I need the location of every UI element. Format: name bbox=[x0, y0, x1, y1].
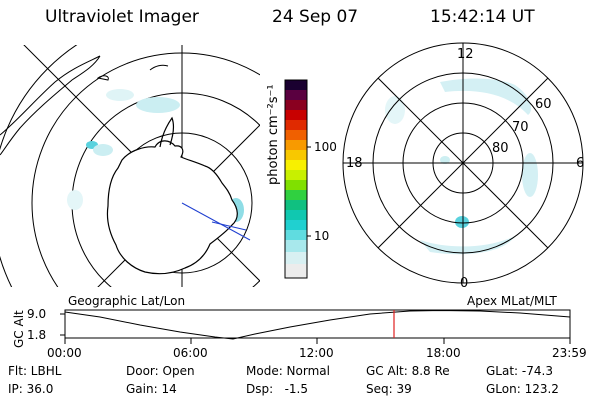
strip-xtick-2359: 23:59 bbox=[552, 346, 587, 360]
strip-xtick-0000: 00:00 bbox=[47, 346, 82, 360]
strip-right-title: Apex MLat/MLT bbox=[467, 294, 557, 308]
gain-info: Gain: 14 bbox=[126, 382, 177, 396]
strip-xtick-0600: 06:00 bbox=[173, 346, 208, 360]
lat-label-60: 60 bbox=[535, 97, 552, 112]
colorbar-unit-label: photon cm⁻²s⁻¹ bbox=[266, 84, 281, 185]
strip-left-title: Geographic Lat/Lon bbox=[68, 294, 186, 308]
time-label: 15:42:14 UT bbox=[430, 7, 535, 27]
mlt-label-12: 12 bbox=[457, 47, 474, 62]
auroral-emission bbox=[67, 89, 244, 222]
glat-info: GLat: -74.3 bbox=[486, 364, 553, 378]
glon-info: GLon: 123.2 bbox=[486, 382, 559, 396]
line-of-sight bbox=[181, 202, 251, 241]
altitude-curve bbox=[64, 309, 571, 340]
lat-label-70: 70 bbox=[512, 120, 529, 135]
colorbar bbox=[284, 79, 311, 279]
strip-axis-label: GC Alt bbox=[12, 310, 26, 348]
mlt-label-18: 18 bbox=[346, 156, 363, 171]
auroral-oval bbox=[385, 78, 538, 255]
strip-xtick-1800: 18:00 bbox=[426, 346, 461, 360]
ip-info: IP: 36.0 bbox=[8, 382, 54, 396]
antarctica-coastline bbox=[106, 140, 238, 275]
colorbar-tick-100: 100 bbox=[314, 140, 337, 154]
strip-ytick-high: 9.0 bbox=[27, 307, 47, 321]
seq-info: Seq: 39 bbox=[366, 382, 412, 396]
mlt-label-6: 6 bbox=[576, 156, 585, 171]
colorbar-tick-10: 10 bbox=[314, 229, 330, 243]
mode-info: Mode: Normal bbox=[246, 364, 330, 378]
app-title: Ultraviolet Imager bbox=[45, 7, 199, 27]
strip-ytick-low: 1.8 bbox=[27, 328, 47, 342]
dsp-info: Dsp: -1.5 bbox=[246, 382, 309, 396]
filter-info: Flt: LBHL bbox=[8, 364, 62, 378]
altitude-strip bbox=[60, 309, 571, 344]
lat-label-80: 80 bbox=[492, 141, 509, 156]
antarctic-peninsula bbox=[159, 116, 175, 148]
door-info: Door: Open bbox=[126, 364, 195, 378]
polar-mlt-plot bbox=[342, 42, 584, 284]
gc-alt-info: GC Alt: 8.8 Re bbox=[366, 364, 450, 378]
date-label: 24 Sep 07 bbox=[272, 7, 359, 27]
strip-xtick-1200: 12:00 bbox=[299, 346, 334, 360]
south-america-coastline bbox=[0, 55, 101, 156]
geographic-map bbox=[0, 45, 260, 287]
mlt-label-0: 0 bbox=[460, 276, 469, 291]
